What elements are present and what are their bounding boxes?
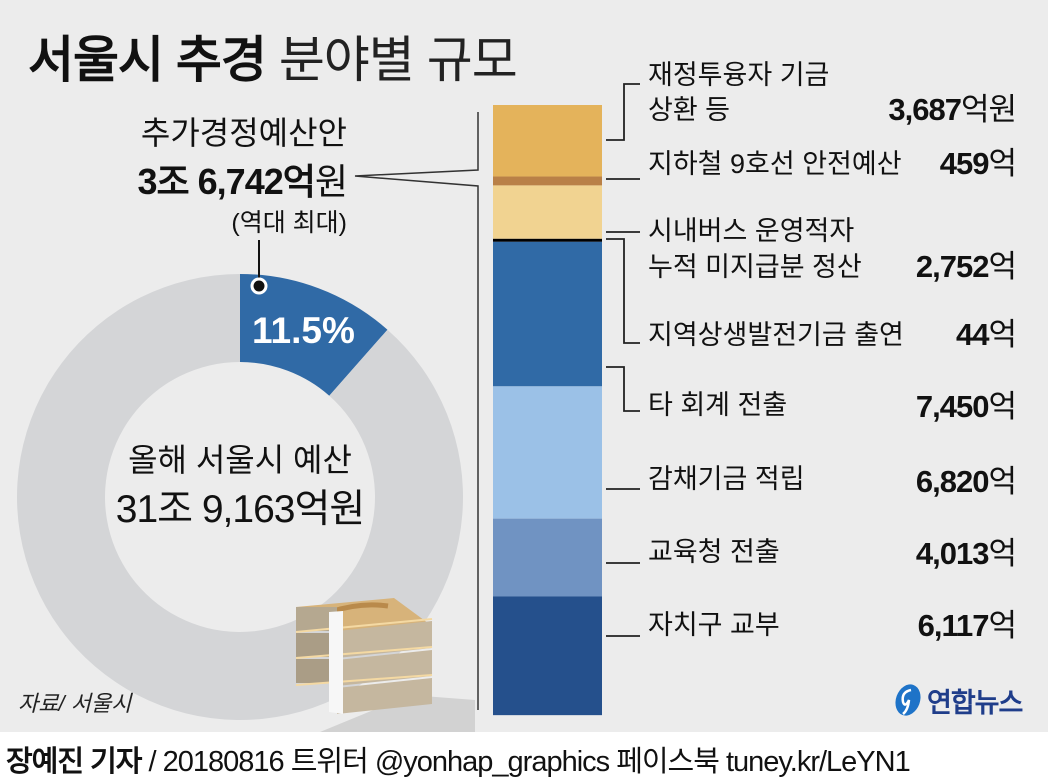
value-label-1: 459억 bbox=[939, 138, 1017, 183]
supplementary-amount-unit: 원 bbox=[314, 161, 348, 202]
share-percent-label: 11.5% bbox=[252, 310, 355, 351]
category-label-2: 누적 미지급분 정산 bbox=[648, 252, 862, 282]
value-unit: 억 bbox=[988, 389, 1017, 424]
value-label-0: 3,687억원 bbox=[888, 84, 1017, 129]
category-label-7: 자치구 교부 bbox=[648, 610, 780, 640]
value-label-2: 2,752억 bbox=[915, 241, 1017, 286]
category-label-2: 시내버스 운영적자 bbox=[648, 216, 855, 246]
value-number: 6,820 bbox=[915, 464, 990, 499]
category-label-4: 타 회계 전출 bbox=[648, 390, 788, 420]
value-number: 2,752 bbox=[915, 249, 990, 284]
donut-slice-0 bbox=[240, 274, 388, 396]
value-number: 4,013 bbox=[915, 536, 990, 571]
value-number: 6,117 bbox=[917, 608, 990, 643]
yonhap-logo: 연합뉴스 bbox=[893, 680, 1023, 720]
logo-text: 연합뉴스 bbox=[927, 687, 1023, 718]
category-label-0: 재정투융자 기금 bbox=[648, 60, 830, 90]
page-title: 서울시 추경 분야별 규모 bbox=[28, 20, 518, 92]
credit-details: / 20180816 트위터 @yonhap_graphics 페이스북 tun… bbox=[141, 746, 911, 778]
annual-budget-label: 올해 서울시 예산 bbox=[128, 442, 352, 478]
bar-segment-2 bbox=[493, 185, 602, 239]
category-label-1: 지하철 9호선 안전예산 bbox=[648, 149, 902, 179]
value-unit: 억 bbox=[988, 317, 1017, 352]
credit-footer: 장예진 기자 / 20180816 트위터 @yonhap_graphics 페… bbox=[6, 738, 911, 780]
value-label-5: 6,820억 bbox=[915, 456, 1017, 501]
money-stack-icon bbox=[295, 598, 475, 732]
category-label-5: 감채기금 적립 bbox=[648, 464, 805, 494]
supplementary-amount: 3조 6,742억원 bbox=[137, 153, 348, 205]
bar-segment-0 bbox=[493, 105, 602, 177]
value-unit: 억 bbox=[988, 146, 1017, 181]
bracket-connector bbox=[354, 112, 479, 710]
value-label-4: 7,450억 bbox=[915, 381, 1017, 426]
source-note: 자료/ 서울시 bbox=[18, 691, 132, 716]
bar-segment-7 bbox=[493, 596, 602, 716]
author-name: 장예진 기자 bbox=[6, 746, 142, 778]
value-number: 3,687 bbox=[888, 92, 962, 127]
title-regular: 분야별 규모 bbox=[278, 32, 518, 88]
bar-segment-5 bbox=[493, 386, 602, 519]
value-unit: 억 bbox=[988, 608, 1017, 643]
value-label-6: 4,013억 bbox=[915, 528, 1017, 573]
bar-segment-1 bbox=[493, 176, 602, 186]
category-label-6: 교육청 전출 bbox=[648, 537, 780, 567]
stacked-bar-chart bbox=[354, 83, 640, 716]
supplementary-label: 추가경정예산안 bbox=[140, 115, 347, 151]
value-unit: 억원 bbox=[960, 92, 1017, 127]
bar-segment-6 bbox=[493, 518, 602, 597]
category-label-3: 지역상생발전기금 출연 bbox=[648, 320, 904, 350]
annual-budget-amount: 31조 9,163억원 bbox=[115, 488, 365, 531]
bar-segment-4 bbox=[493, 241, 602, 387]
value-number: 459 bbox=[939, 146, 990, 181]
title-bold: 서울시 추경 bbox=[28, 32, 267, 88]
yonhap-globe-icon bbox=[895, 684, 921, 716]
value-unit: 억 bbox=[988, 464, 1017, 499]
value-number: 7,450 bbox=[915, 389, 990, 424]
value-label-7: 6,117억 bbox=[917, 600, 1017, 645]
value-unit: 억 bbox=[988, 536, 1017, 571]
pointer-dot bbox=[250, 277, 268, 295]
value-label-3: 44억 bbox=[955, 309, 1017, 354]
donut-chart bbox=[16, 240, 475, 732]
bar-segment-3 bbox=[493, 238, 602, 242]
supplementary-note: (역대 최대) bbox=[231, 209, 347, 237]
leader-line-3 bbox=[606, 238, 640, 344]
supplementary-amount-value: 3조 6,742억 bbox=[137, 161, 316, 202]
value-number: 44 bbox=[955, 317, 989, 352]
leader-line-4 bbox=[606, 366, 640, 412]
leader-line-0 bbox=[606, 83, 640, 141]
value-unit: 억 bbox=[988, 249, 1017, 284]
category-label-0: 상환 등 bbox=[648, 95, 731, 125]
